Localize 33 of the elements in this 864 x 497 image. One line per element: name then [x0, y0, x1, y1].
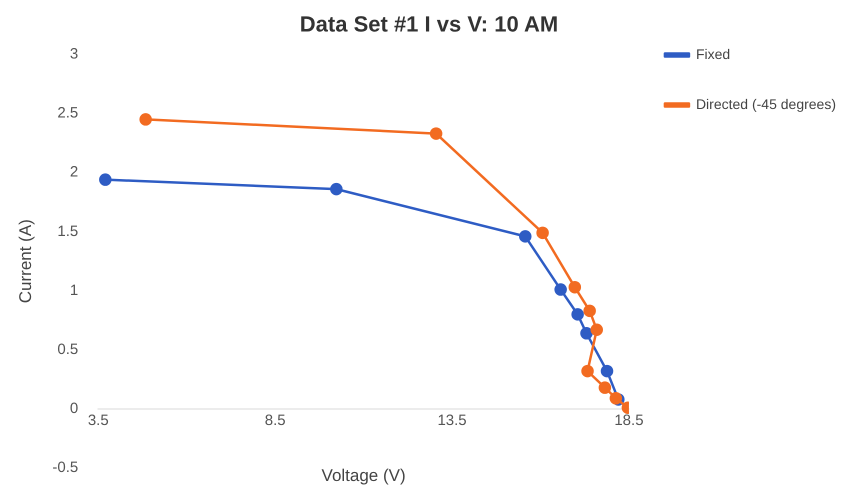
point	[330, 182, 343, 196]
point	[554, 283, 567, 296]
point	[571, 308, 584, 321]
point	[519, 230, 532, 243]
legend-label: Directed (-45 degrees)	[696, 96, 836, 112]
point	[536, 226, 549, 240]
x-axis-title: Voltage (V)	[322, 466, 406, 486]
x-tick-label: 13.5	[437, 412, 467, 430]
y-tick-label: 3	[70, 46, 78, 63]
point	[99, 173, 112, 186]
y-tick-label: -0.5	[52, 459, 78, 476]
legend-label: Fixed	[696, 46, 730, 62]
x-tick-label: 18.5	[614, 412, 644, 430]
chart-title: Data Set #1 I vs V: 10 AM	[300, 11, 558, 36]
point	[598, 381, 612, 394]
y-tick-label: 0	[70, 400, 78, 418]
y-tick-label: 2	[70, 164, 78, 181]
point	[580, 327, 593, 340]
point	[430, 127, 442, 140]
y-tick-label: 2.5	[57, 104, 78, 122]
point	[581, 364, 594, 378]
point	[568, 280, 582, 294]
y-tick-label: 1.5	[57, 222, 78, 240]
x-tick-label: 8.5	[264, 412, 286, 430]
y-tick-label: 1	[70, 282, 78, 299]
point	[610, 392, 622, 405]
point	[590, 323, 603, 336]
y-tick-label: 0.5	[57, 340, 78, 358]
point	[583, 304, 596, 318]
point	[600, 364, 614, 378]
point	[139, 113, 152, 126]
x-tick-label: 3.5	[88, 412, 109, 430]
y-axis-title: Current (A)	[16, 219, 35, 304]
